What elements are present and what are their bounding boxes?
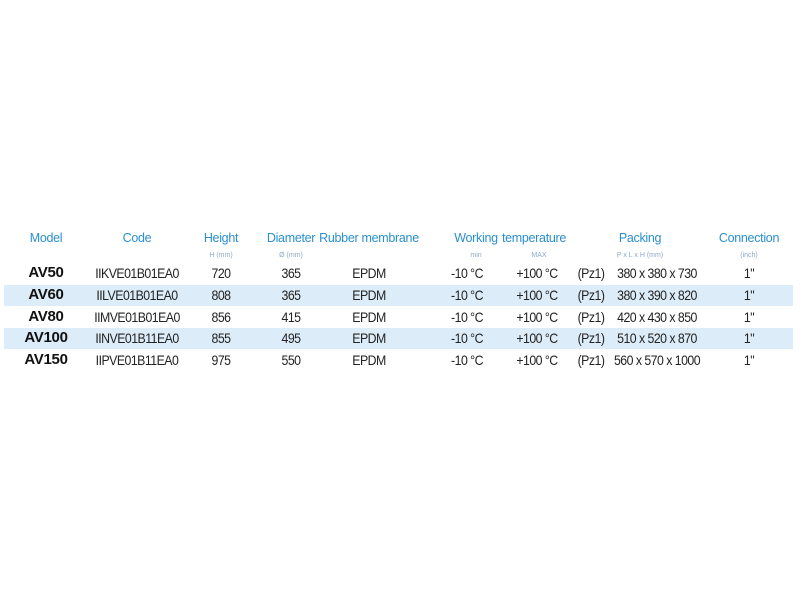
diameter-cell: 495 bbox=[281, 330, 301, 346]
pz-cell: (Pz1) bbox=[577, 287, 605, 303]
header-connection: Connection bbox=[718, 231, 780, 245]
height-cell: 720 bbox=[211, 265, 231, 281]
connection-cell: 1" bbox=[743, 330, 755, 346]
membrane-cell: EPDM bbox=[352, 265, 386, 281]
code-cell: IIPVE01B11EA0 bbox=[95, 352, 179, 368]
row-stripe bbox=[4, 328, 793, 349]
model-cell: AV60 bbox=[28, 286, 64, 303]
model-cell: AV150 bbox=[24, 351, 68, 368]
min-temp-cell: -10 °C bbox=[451, 287, 483, 303]
height-cell: 855 bbox=[211, 330, 231, 346]
code-cell: IIMVE01B01EA0 bbox=[94, 309, 180, 325]
max-temp-cell: +100 °C bbox=[516, 330, 558, 346]
packing-cell: 510 x 520 x 870 bbox=[617, 330, 697, 346]
header-diameter: Diameter bbox=[266, 231, 316, 245]
height-cell: 808 bbox=[211, 287, 231, 303]
membrane-cell: EPDM bbox=[352, 287, 386, 303]
pz-cell: (Pz1) bbox=[577, 352, 605, 368]
diameter-cell: 365 bbox=[281, 265, 301, 281]
min-temp-cell: -10 °C bbox=[451, 352, 483, 368]
max-temp-cell: +100 °C bbox=[516, 309, 558, 325]
subheader-diameter: Ø (mm) bbox=[279, 252, 303, 259]
connection-cell: 1" bbox=[743, 309, 755, 325]
pz-cell: (Pz1) bbox=[577, 309, 605, 325]
membrane-cell: EPDM bbox=[352, 309, 386, 325]
membrane-cell: EPDM bbox=[352, 352, 386, 368]
connection-cell: 1" bbox=[743, 287, 755, 303]
packing-cell: 420 x 430 x 850 bbox=[617, 309, 697, 325]
min-temp-cell: -10 °C bbox=[451, 330, 483, 346]
max-temp-cell: +100 °C bbox=[516, 265, 558, 281]
diameter-cell: 550 bbox=[281, 352, 301, 368]
code-cell: IILVE01B01EA0 bbox=[96, 287, 178, 303]
subheader-min: min bbox=[470, 252, 482, 259]
packing-cell: 380 x 390 x 820 bbox=[617, 287, 697, 303]
header-packing: Packing bbox=[618, 231, 662, 245]
packing-cell: 380 x 380 x 730 bbox=[617, 265, 697, 281]
header-temperature: temperature bbox=[501, 231, 567, 245]
header-working: Working bbox=[454, 231, 498, 245]
model-cell: AV80 bbox=[28, 308, 64, 325]
row-stripe bbox=[4, 285, 793, 306]
code-cell: IIKVE01B01EA0 bbox=[95, 265, 179, 281]
max-temp-cell: +100 °C bbox=[516, 352, 558, 368]
model-cell: AV50 bbox=[28, 264, 64, 281]
subheader-height: H (mm) bbox=[209, 252, 233, 259]
diameter-cell: 365 bbox=[281, 287, 301, 303]
subheader-max: MAX bbox=[531, 252, 547, 259]
connection-cell: 1" bbox=[743, 265, 755, 281]
packing-cell: 560 x 570 x 1000 bbox=[613, 352, 701, 368]
height-cell: 975 bbox=[211, 352, 231, 368]
subheader-connection: (inch) bbox=[740, 252, 758, 259]
diameter-cell: 415 bbox=[281, 309, 301, 325]
header-membrane: Rubber membrane bbox=[319, 231, 419, 245]
model-cell: AV100 bbox=[24, 329, 68, 346]
max-temp-cell: +100 °C bbox=[516, 287, 558, 303]
min-temp-cell: -10 °C bbox=[451, 265, 483, 281]
membrane-cell: EPDM bbox=[352, 330, 386, 346]
header-model: Model bbox=[29, 231, 63, 245]
header-height: Height bbox=[203, 231, 239, 245]
pz-cell: (Pz1) bbox=[577, 330, 605, 346]
header-code: Code bbox=[122, 231, 152, 245]
min-temp-cell: -10 °C bbox=[451, 309, 483, 325]
pz-cell: (Pz1) bbox=[577, 265, 605, 281]
code-cell: IINVE01B11EA0 bbox=[95, 330, 179, 346]
subheader-packing: P x L x H (mm) bbox=[616, 252, 664, 259]
height-cell: 856 bbox=[211, 309, 231, 325]
connection-cell: 1" bbox=[743, 352, 755, 368]
